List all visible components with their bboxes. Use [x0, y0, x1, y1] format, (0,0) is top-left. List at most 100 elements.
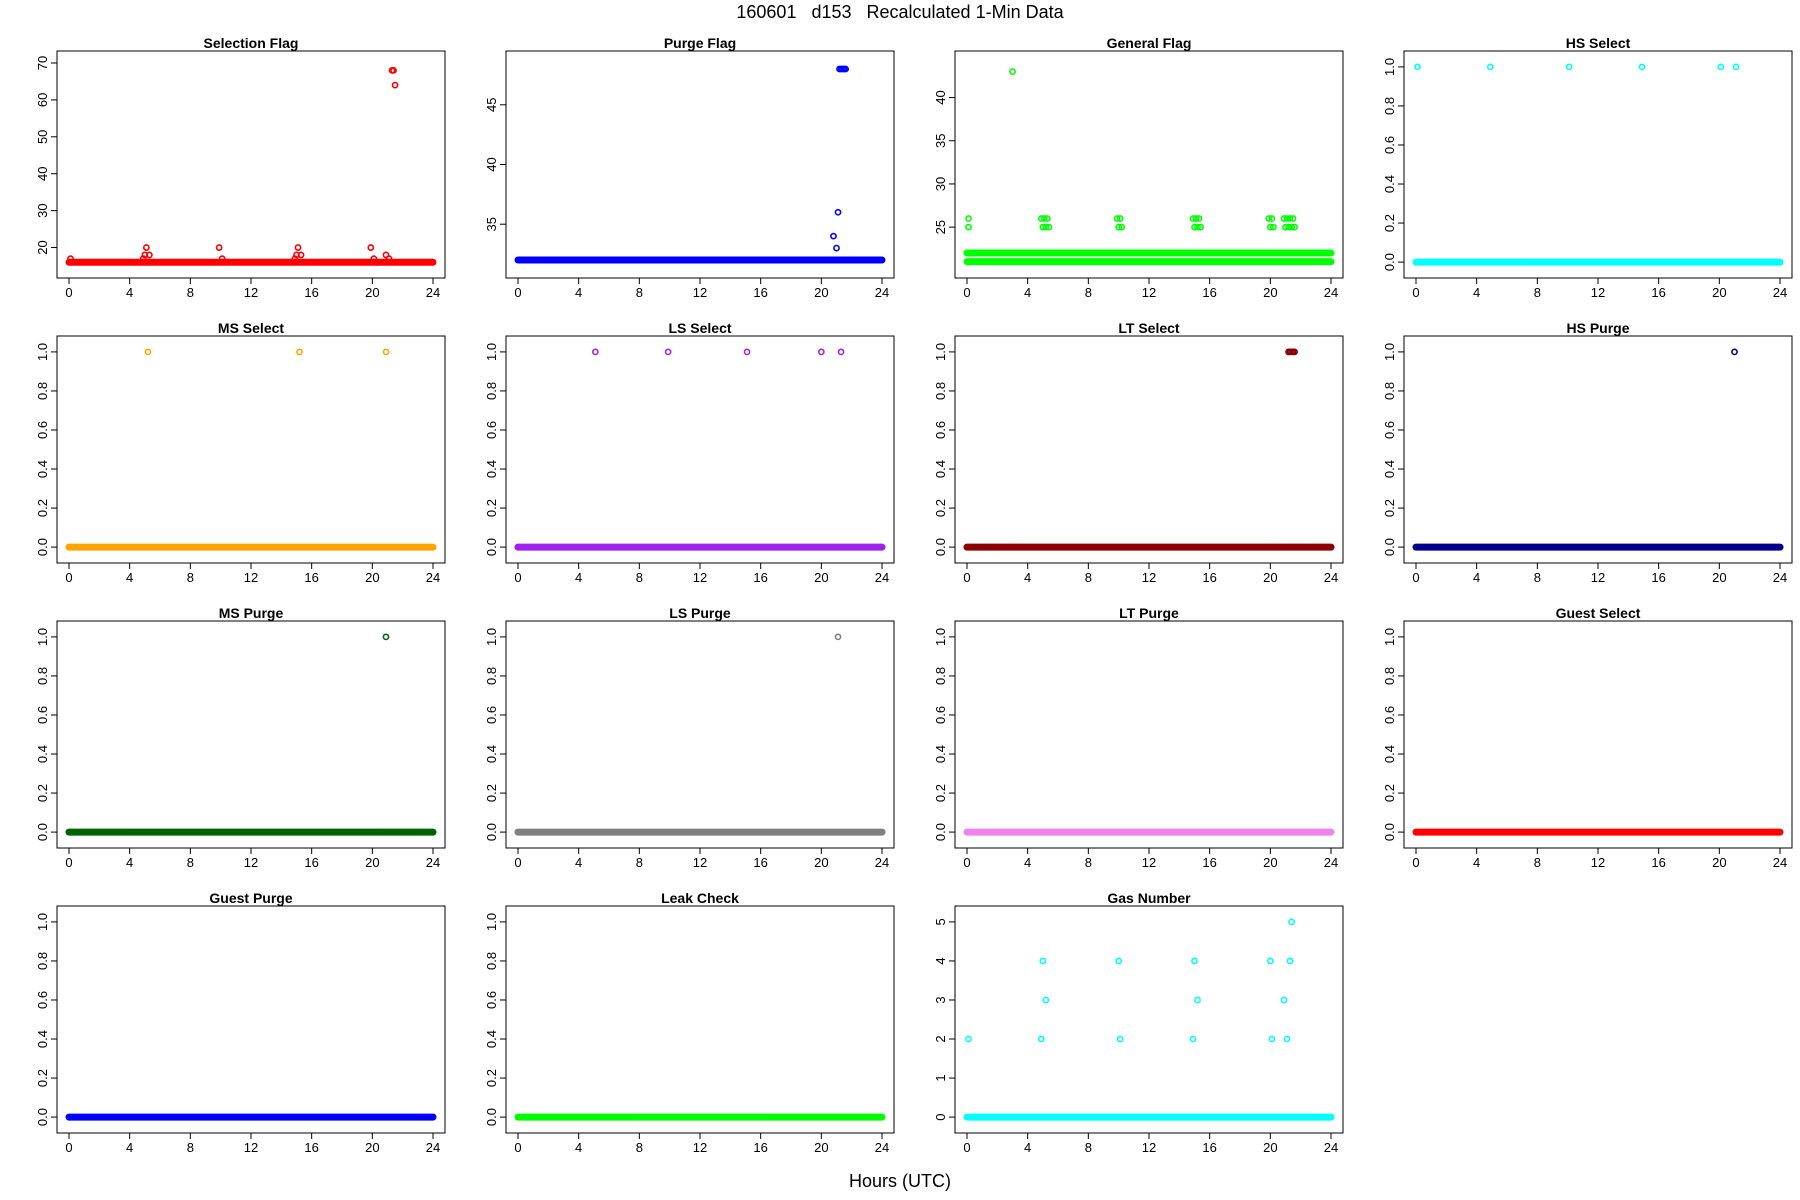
- data-point: [1189, 215, 1197, 222]
- y-tick-label: 50: [35, 130, 50, 144]
- x-tick-label: 4: [1024, 1140, 1031, 1155]
- y-tick-label: 30: [933, 177, 948, 191]
- panel-guest-purge: Guest Purge 0 4 8 12 16 20 24 0.0 0.2 0.4 0.6 0.8 1.0: [35, 890, 446, 1155]
- data-point: [1191, 223, 1198, 231]
- x-tick-label: 0: [963, 285, 970, 300]
- data-point: [1268, 215, 1276, 222]
- x-tick-label: 20: [814, 570, 828, 585]
- y-tick-label: 0.0: [1382, 253, 1397, 271]
- panel-title: LS Select: [668, 320, 731, 336]
- y-tick-label: 0.8: [484, 952, 499, 970]
- panel-purge-flag: Purge Flag 0 4 8 12 16 20 24 35 40 45: [484, 35, 895, 300]
- y-tick-label: 0.2: [933, 499, 948, 517]
- x-tick-label: 24: [875, 855, 889, 870]
- data-point: [965, 1035, 972, 1043]
- y-tick-label: 1.0: [933, 628, 948, 646]
- y-tick-label: 40: [35, 166, 50, 180]
- y-tick-label: 1.0: [933, 343, 948, 361]
- data-point: [965, 223, 972, 231]
- x-tick-label: 24: [1773, 570, 1787, 585]
- data-point: [965, 215, 972, 222]
- x-tick-label: 8: [187, 285, 194, 300]
- panel-selection-flag: Selection Flag 0 4 8 12 16 20 24 20 30 40 50 60 70: [35, 35, 446, 300]
- x-tick-label: 12: [1142, 570, 1156, 585]
- y-tick-label: 0.2: [484, 1069, 499, 1087]
- x-tick-label: 12: [1591, 855, 1605, 870]
- x-tick-label: 24: [875, 1140, 889, 1155]
- x-tick-label: 20: [1263, 1140, 1277, 1155]
- y-tick-label: 0.4: [35, 745, 50, 763]
- y-tick-label: 0.2: [484, 784, 499, 802]
- plot-frame: [954, 620, 1344, 849]
- data-point: [1037, 215, 1045, 222]
- y-tick-label: 0.8: [1382, 382, 1397, 400]
- panel-title: MS Select: [218, 320, 284, 336]
- data-point: [1291, 348, 1298, 356]
- data-point: [1115, 223, 1123, 231]
- data-point: [1039, 957, 1047, 965]
- x-tick-label: 16: [304, 855, 318, 870]
- y-tick-label: 1.0: [484, 628, 499, 646]
- x-tick-label: 12: [1591, 285, 1605, 300]
- data-point: [373, 258, 381, 266]
- data-point: [144, 348, 152, 356]
- y-tick-label: 40: [484, 157, 499, 171]
- x-tick-label: 12: [1591, 570, 1605, 585]
- x-tick-label: 24: [875, 285, 889, 300]
- x-tick-label: 4: [126, 1140, 133, 1155]
- y-tick-label: 0.6: [35, 706, 50, 724]
- data-point: [830, 232, 837, 240]
- x-tick-label: 20: [1712, 855, 1726, 870]
- y-tick-label: 1.0: [1382, 343, 1397, 361]
- y-tick-label: 40: [933, 90, 948, 104]
- x-tick-label: 4: [1024, 285, 1031, 300]
- panel-title: HS Select: [1566, 35, 1631, 51]
- y-tick-label: 0.2: [1382, 784, 1397, 802]
- x-tick-label: 8: [1085, 570, 1092, 585]
- data-point: [1189, 1035, 1197, 1043]
- x-tick-label: 8: [187, 1140, 194, 1155]
- panel-title: Selection Flag: [204, 35, 299, 51]
- plot-frame: [56, 620, 446, 849]
- x-tick-label: 4: [126, 285, 133, 300]
- data-point: [294, 244, 302, 251]
- x-tick-label: 0: [1412, 285, 1419, 300]
- panel-title: LT Purge: [1119, 605, 1179, 621]
- data-point: [743, 348, 751, 356]
- y-tick-label: 3: [933, 996, 948, 1003]
- plot-frame: [56, 50, 446, 279]
- x-tick-label: 20: [1712, 570, 1726, 585]
- x-tick-label: 24: [1324, 1140, 1338, 1155]
- data-point: [664, 348, 672, 356]
- data-point: [1289, 215, 1297, 222]
- x-tick-label: 20: [814, 285, 828, 300]
- x-tick-label: 4: [1024, 570, 1031, 585]
- x-tick-label: 16: [1651, 285, 1665, 300]
- x-tick-label: 0: [65, 855, 72, 870]
- y-tick-label: 0.8: [484, 382, 499, 400]
- data-point: [1042, 223, 1050, 231]
- x-tick-label: 4: [575, 1140, 582, 1155]
- data-point: [1286, 215, 1294, 222]
- x-tick-label: 20: [365, 855, 379, 870]
- x-tick-label: 12: [244, 285, 258, 300]
- y-tick-label: 0.6: [35, 421, 50, 439]
- data-point: [837, 348, 845, 356]
- data-point: [1197, 223, 1204, 231]
- x-tick-label: 8: [187, 570, 194, 585]
- x-tick-label: 12: [1142, 855, 1156, 870]
- data-point: [1113, 215, 1121, 222]
- y-tick-label: 0.0: [933, 538, 948, 556]
- data-point: [1282, 223, 1289, 231]
- x-tick-label: 20: [1263, 855, 1277, 870]
- data-point: [1268, 1035, 1276, 1043]
- data-point: [833, 244, 840, 252]
- x-tick-label: 24: [1773, 285, 1787, 300]
- panel-title: Leak Check: [661, 890, 739, 906]
- panel-title: LT Select: [1118, 320, 1180, 336]
- x-tick-label: 8: [1534, 855, 1541, 870]
- x-tick-label: 12: [1142, 285, 1156, 300]
- panel-title: Purge Flag: [664, 35, 736, 51]
- x-tick-label: 24: [875, 570, 889, 585]
